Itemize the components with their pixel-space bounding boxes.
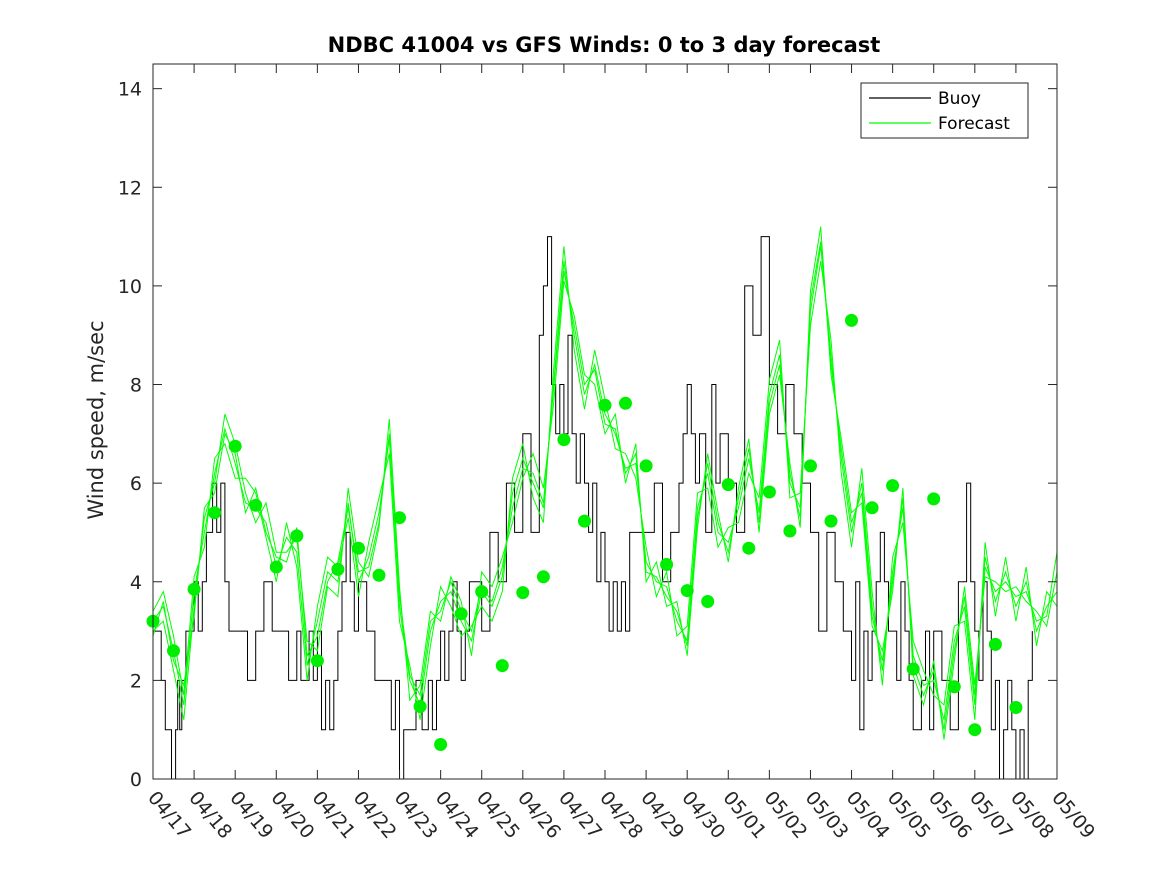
forecast-analysis-point (434, 738, 448, 751)
forecast-analysis-point (393, 511, 406, 525)
y-tick-label: 2 (130, 670, 142, 692)
forecast-analysis-point (927, 492, 941, 506)
forecast-analysis-point (187, 582, 201, 596)
forecast-analysis-point (947, 680, 961, 694)
forecast-analysis-point (619, 396, 632, 410)
y-tick-label: 0 (130, 769, 142, 791)
forecast-analysis-point (516, 586, 530, 600)
buoy-line (153, 236, 1033, 780)
forecast-analysis-point (557, 433, 571, 447)
legend-box (860, 82, 1029, 139)
forecast-analysis-point (906, 662, 920, 676)
legend: Buoy Forecast (860, 82, 1029, 139)
forecast-analysis-point (249, 498, 263, 512)
forecast-analysis-point (742, 541, 756, 555)
forecast-analysis-point (413, 700, 427, 713)
forecast-analysis-point (310, 654, 324, 668)
forecast-analysis-point (680, 584, 694, 598)
forecast-analysis-point (372, 568, 386, 582)
forecast-analysis-point (865, 501, 879, 515)
forecast-analysis-point (660, 558, 674, 571)
forecast-analysis-point (824, 514, 838, 528)
legend-label-forecast: Forecast (938, 114, 1010, 134)
forecast-analysis-point (701, 595, 715, 608)
forecast-analysis-point (495, 659, 509, 673)
forecast-line (152, 241, 1058, 730)
y-tick-label: 10 (118, 276, 142, 298)
forecast-analysis-point (331, 562, 345, 576)
forecast-analysis-point (454, 607, 468, 621)
forecast-analysis-point (845, 313, 858, 327)
forecast-analysis-point (167, 644, 180, 658)
y-tick-label: 4 (130, 572, 142, 594)
y-axis-label: Wind speed, m/sec (84, 320, 108, 519)
forecast-analysis-point (721, 478, 735, 492)
y-tick-label: 6 (130, 473, 142, 495)
y-tick-label: 12 (118, 177, 142, 199)
y-tick-label: 8 (130, 375, 142, 397)
forecast-analysis-point (886, 479, 900, 493)
forecast-analysis-point (228, 439, 242, 453)
forecast-analysis-point (536, 570, 550, 584)
forecast-analysis-point (352, 541, 365, 555)
forecast-analysis-point (639, 459, 653, 473)
forecast-analysis-point (968, 723, 982, 737)
forecast-analysis-point (804, 459, 817, 473)
y-tick-label: 14 (118, 79, 142, 101)
forecast-analysis-point (598, 398, 612, 412)
forecast-analysis-point (1009, 701, 1023, 714)
forecast-analysis-point (475, 585, 489, 599)
forecast-analysis-point (578, 514, 591, 528)
legend-label-buoy: Buoy (938, 89, 981, 109)
chart-title: NDBC 41004 vs GFS Winds: 0 to 3 day fore… (328, 33, 881, 57)
forecast-analysis-point (762, 485, 776, 499)
forecast-analysis-point (988, 637, 1002, 651)
forecast-analysis-point (783, 524, 797, 538)
forecast-analysis-point (269, 560, 283, 574)
forecast-analysis-point (208, 506, 222, 520)
forecast-analysis-point (290, 529, 304, 543)
